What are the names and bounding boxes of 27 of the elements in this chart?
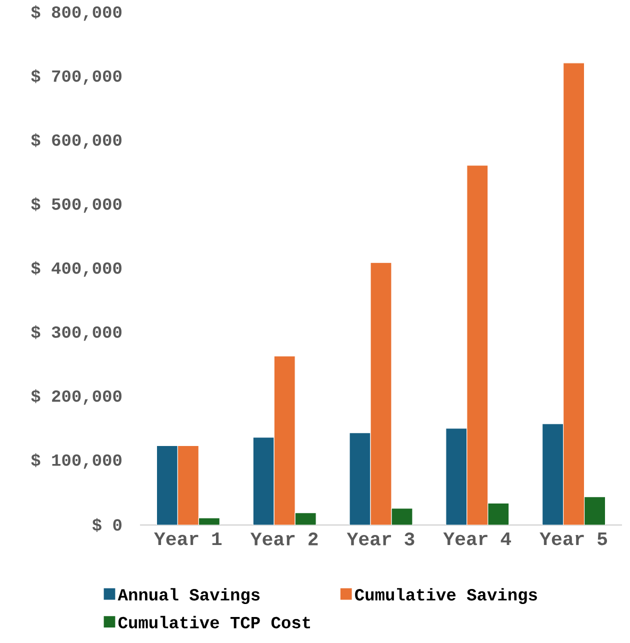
bar [370, 262, 392, 525]
bar [446, 428, 468, 525]
bar [177, 445, 199, 525]
bar [542, 424, 564, 525]
x-tick-label: Year 1 [154, 532, 222, 546]
x-tick-label: Year 3 [346, 532, 414, 546]
bar [349, 432, 371, 525]
legend-label: Cumulative Savings [355, 588, 537, 604]
y-tick-label: $ 700,000 [31, 69, 122, 85]
y-tick-label: $ 400,000 [31, 261, 122, 277]
y-tick-label: $ 500,000 [31, 197, 122, 213]
bar [274, 356, 296, 525]
legend-label: Annual Savings [118, 588, 260, 604]
y-tick-label: $ 200,000 [31, 389, 122, 405]
y-tick-label: $ 100,000 [31, 453, 122, 469]
bar [466, 165, 488, 525]
y-tick-label: $ 600,000 [31, 133, 122, 149]
y-tick-label: $ 0 [92, 518, 122, 532]
x-tick-label: Year 4 [443, 532, 512, 546]
y-tick-label: $ 300,000 [31, 325, 122, 341]
bar [252, 437, 274, 525]
x-tick-label: Year 5 [540, 532, 608, 546]
y-tick-label: $ 800,000 [31, 5, 122, 21]
bar [156, 445, 178, 525]
x-tick-label: Year 2 [250, 532, 318, 546]
bar [562, 62, 585, 525]
legend-label: Cumulative TCP Cost [118, 616, 310, 628]
